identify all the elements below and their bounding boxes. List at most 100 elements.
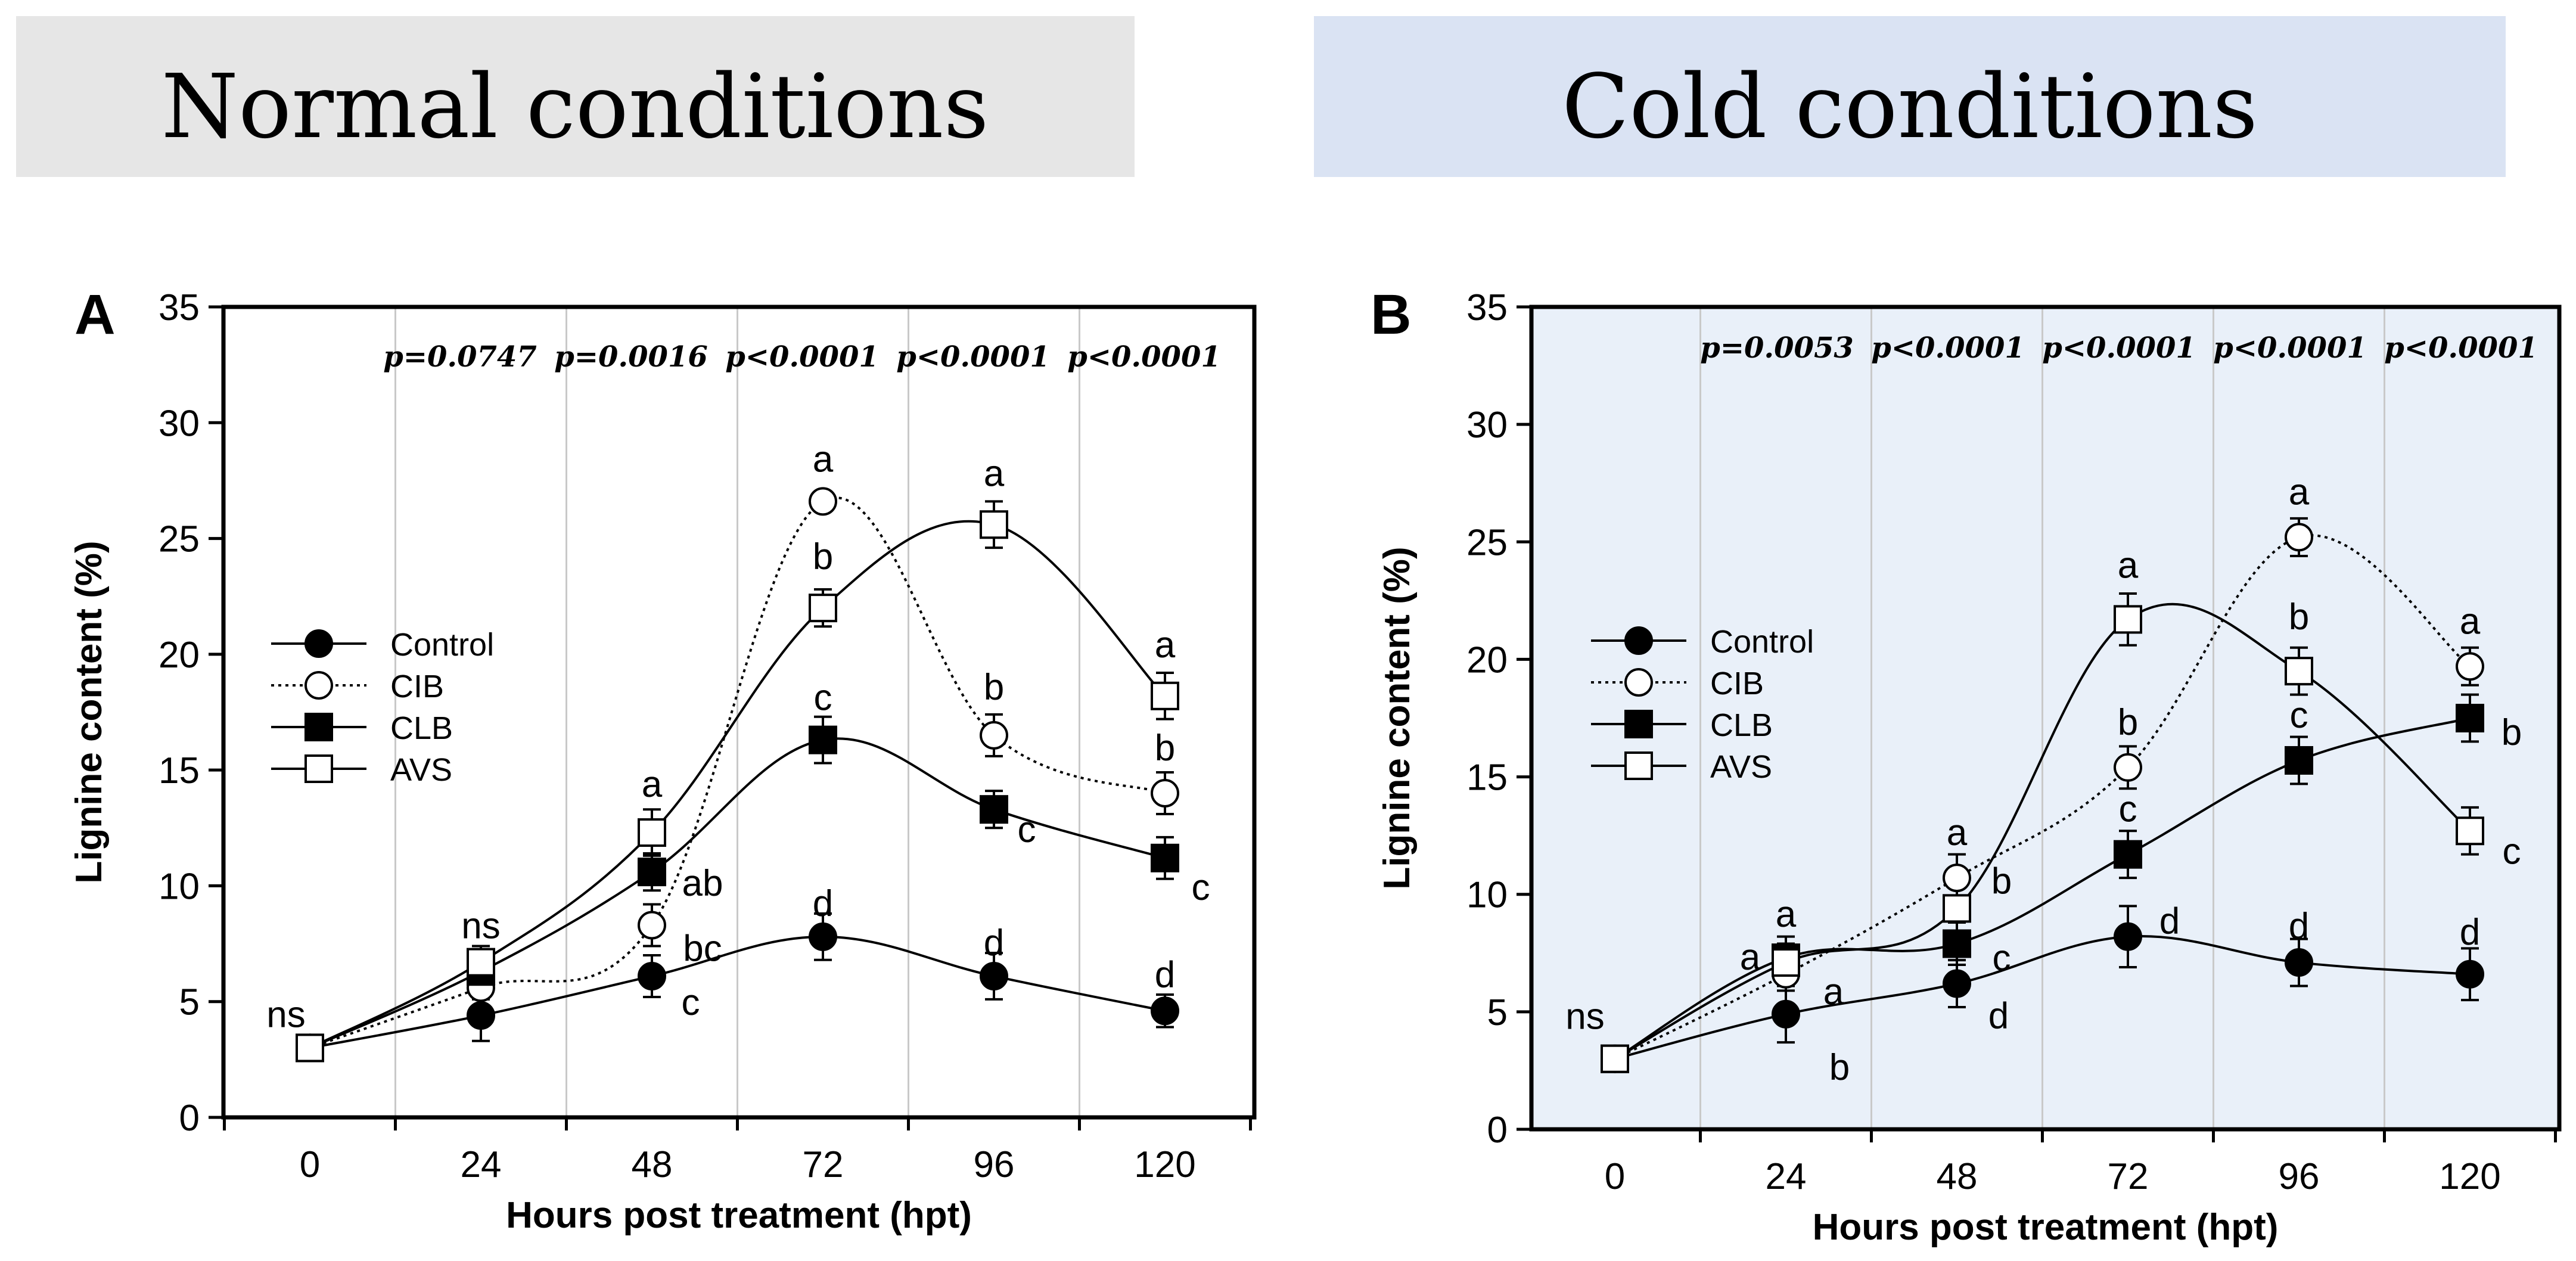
data-point-avs (1772, 948, 1800, 977)
cold-conditions-title: Cold conditions (1562, 55, 2258, 158)
significance-letter: b (2289, 597, 2309, 638)
y-axis-label: Lignine content (%) (1376, 546, 1418, 889)
panel-b-plot-background (1531, 307, 2559, 1129)
y-tick-label: 20 (1466, 639, 1508, 681)
data-point-avs (1151, 681, 1179, 710)
significance-letter: b (984, 667, 1004, 708)
p-value-label: p<0.0001 (896, 340, 1049, 374)
data-point-avs (2456, 816, 2484, 846)
significance-letter: ns (1565, 996, 1604, 1038)
series-line-clb (309, 737, 1166, 1049)
normal-conditions-title: Normal conditions (161, 55, 989, 158)
x-tick-label: 120 (2439, 1156, 2500, 1197)
legend-label: CIB (1710, 666, 1764, 701)
data-point-clb (980, 795, 1008, 824)
significance-letter: bc (683, 928, 722, 969)
legend-marker-clb (1624, 710, 1653, 738)
legend-label: AVS (390, 752, 452, 788)
y-tick-label: 5 (1487, 992, 1508, 1033)
y-tick-label: 0 (179, 1098, 200, 1139)
x-tick-label: 120 (1134, 1144, 1195, 1185)
data-point-avs (980, 510, 1008, 539)
data-point-control (1151, 996, 1179, 1026)
data-point-clb (638, 858, 666, 887)
significance-letter: d (1988, 996, 2009, 1037)
significance-letter: d (2159, 901, 2180, 942)
p-value-label: p<0.0001 (725, 340, 878, 374)
y-tick-label: 30 (1466, 405, 1508, 446)
y-tick-label: 20 (159, 635, 200, 676)
y-tick-label: 5 (179, 982, 200, 1023)
series-line-control (309, 935, 1166, 1049)
significance-letter: a (813, 439, 834, 480)
significance-letter: c (682, 982, 700, 1023)
data-point-avs (296, 1033, 324, 1063)
significance-letter: b (1155, 728, 1175, 769)
significance-letter: ab (682, 863, 723, 904)
p-value-label: p<0.0001 (2042, 331, 2195, 365)
significance-letter: c (2119, 789, 2137, 830)
significance-letter: a (2289, 471, 2310, 513)
p-value-label: p=0.0053 (1700, 331, 1853, 365)
significance-letter: c (1993, 938, 2011, 979)
data-point-cib (980, 720, 1008, 750)
data-point-cib (2456, 652, 2484, 681)
significance-letter: b (1829, 1047, 1850, 1088)
data-point-control (2285, 948, 2313, 977)
significance-letter: b (1991, 861, 2012, 902)
data-point-avs (2114, 605, 2142, 634)
p-value-label: p<0.0001 (1067, 340, 1220, 374)
data-point-clb (2456, 704, 2484, 732)
data-point-control (2456, 959, 2484, 989)
significance-letter: a (642, 764, 663, 805)
x-tick-label: 96 (974, 1144, 1015, 1185)
data-point-avs (467, 948, 495, 977)
significance-letter: a (1823, 971, 1844, 1012)
y-tick-label: 15 (159, 750, 200, 791)
y-tick-label: 25 (1466, 522, 1508, 563)
y-tick-label: 25 (159, 519, 200, 560)
y-tick-label: 0 (1487, 1110, 1508, 1151)
data-point-avs (809, 594, 837, 623)
y-tick-label: 35 (1466, 287, 1508, 328)
significance-letter: a (1155, 625, 1176, 666)
data-point-control (2114, 922, 2142, 951)
data-point-clb (2285, 746, 2313, 775)
significance-letter: ns (461, 906, 500, 947)
x-axis-label: Hours post treatment (hpt) (1813, 1207, 2279, 1248)
data-point-cib (1943, 864, 1971, 893)
legend-label: AVS (1710, 749, 1772, 785)
panel-b-chart: B 0 5 10 15 20 25 30 35 0 24 48 72 96 120 Hours post t… (1371, 283, 2562, 1248)
significance-letter: d (984, 923, 1004, 964)
y-tick-label: 10 (159, 866, 200, 907)
significance-letter: c (2290, 695, 2308, 736)
x-tick-label: 72 (2108, 1156, 2149, 1197)
x-tick-label: 48 (632, 1144, 673, 1185)
cold-banner (1314, 16, 2506, 177)
data-point-cib (638, 911, 666, 940)
significance-letter: ns (266, 994, 305, 1035)
significance-letter: c (814, 678, 832, 719)
data-point-control (467, 1001, 495, 1030)
y-tick-label: 15 (1466, 757, 1508, 799)
legend-marker-avs (1624, 751, 1653, 780)
panel-a-chart: A 0 5 10 15 20 25 30 35 0 24 48 72 96 120 Hours post t… (69, 283, 1257, 1236)
x-tick-label: 0 (1605, 1156, 1625, 1197)
data-point-cib (809, 487, 837, 516)
significance-letter: a (2460, 601, 2481, 642)
legend-label: CLB (390, 710, 453, 746)
data-point-control (1772, 999, 1800, 1029)
p-value-label: p=0.0016 (554, 340, 707, 374)
series-line-clb (1614, 717, 2471, 1060)
plot-frame (1529, 305, 2562, 1132)
data-point-control (638, 961, 666, 990)
data-point-cib (2114, 753, 2142, 782)
x-tick-label: 24 (1766, 1156, 1807, 1197)
p-value-label: p<0.0001 (2213, 331, 2366, 365)
significance-letter: c (1018, 809, 1036, 850)
data-point-avs (1601, 1044, 1629, 1073)
x-tick-label: 24 (461, 1144, 502, 1185)
y-tick-label: 10 (1466, 875, 1508, 916)
significance-letter: a (1740, 937, 1761, 978)
x-tick-label: 72 (803, 1144, 844, 1185)
